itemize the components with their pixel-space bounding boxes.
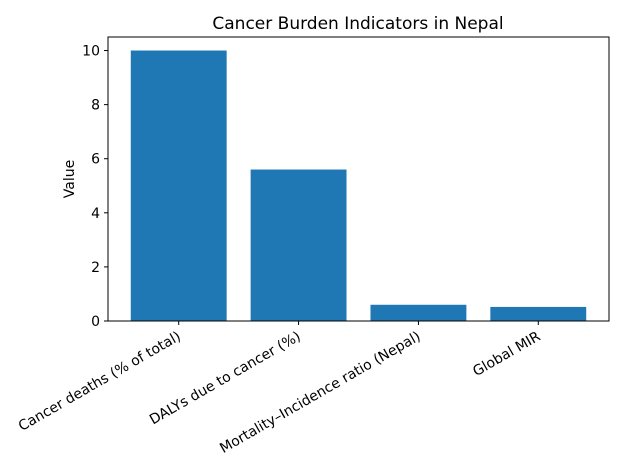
x-tick-label: Mortality–Incidence ratio (Nepal)	[217, 329, 423, 457]
y-tick-label: 0	[91, 314, 100, 330]
bar	[130, 50, 227, 322]
y-tick-label: 8	[91, 98, 100, 114]
x-tick-label: Global MIR	[470, 328, 543, 380]
y-tick-label: 6	[91, 152, 100, 168]
y-axis-label: Value	[62, 160, 78, 198]
y-tick-label: 10	[82, 44, 100, 60]
plot-frame	[107, 36, 610, 322]
y-tick-label: 4	[91, 206, 100, 222]
chart-title: Cancer Burden Indicators in Nepal	[212, 14, 503, 34]
bar	[370, 304, 467, 321]
y-tick-label: 2	[91, 260, 100, 276]
bar	[250, 169, 347, 321]
bar	[490, 306, 587, 321]
